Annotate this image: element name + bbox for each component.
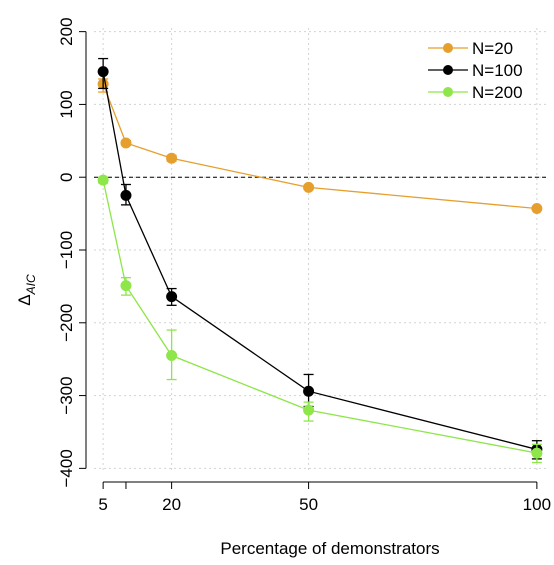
- data-point: [120, 137, 132, 149]
- axes: 5 20 50 100 −400 −300 −200 −100 0 100 200: [57, 17, 551, 514]
- legend-swatch-point: [443, 65, 453, 75]
- y-axis-label-group: ΔAIC: [15, 274, 38, 306]
- y-tick-label: 0: [57, 172, 76, 181]
- x-axis-label: Percentage of demonstrators: [220, 539, 439, 558]
- legend-swatch-point: [443, 43, 453, 53]
- data-point: [120, 280, 132, 292]
- y-axis-label-subscript: AIC: [24, 274, 38, 295]
- legend-item-3: N=200: [428, 83, 523, 102]
- data-point: [166, 350, 178, 362]
- plot-area: [94, 57, 546, 464]
- y-tick-label: −100: [57, 231, 76, 269]
- legend-item-2: N=100: [428, 61, 523, 80]
- series-2: [97, 57, 543, 460]
- y-axis-label: ΔAIC: [15, 274, 38, 306]
- legend-item-1: N=20: [428, 39, 513, 58]
- series-line: [102, 179, 537, 454]
- series-3: [97, 174, 543, 464]
- legend-swatch-point: [443, 87, 453, 97]
- y-tick-label: 100: [57, 90, 76, 118]
- x-tick-label: 50: [299, 495, 318, 514]
- data-point: [303, 404, 315, 416]
- x-tick-label: 5: [98, 495, 107, 514]
- y-tick-label: −200: [57, 304, 76, 342]
- legend-label: N=200: [472, 83, 523, 102]
- x-tick-label: 20: [162, 495, 181, 514]
- series-line: [102, 83, 537, 210]
- legend: N=20 N=100 N=200: [428, 39, 523, 102]
- data-point: [531, 447, 543, 459]
- series-line: [102, 71, 538, 451]
- data-point: [166, 291, 178, 303]
- y-tick-label: −300: [57, 376, 76, 414]
- data-point: [120, 189, 132, 201]
- series-1: [97, 78, 543, 215]
- legend-label: N=20: [472, 39, 513, 58]
- y-axis-label-main: Δ: [15, 294, 34, 305]
- data-point: [97, 174, 109, 186]
- y-tick-label: −400: [57, 449, 76, 487]
- data-point: [303, 385, 315, 397]
- data-point: [166, 152, 178, 164]
- y-tick-label: 200: [57, 17, 76, 45]
- legend-label: N=100: [472, 61, 523, 80]
- data-point: [303, 181, 315, 193]
- grid: [94, 28, 546, 472]
- x-tick-label: 100: [523, 495, 551, 514]
- data-point: [97, 66, 109, 78]
- data-point: [531, 203, 543, 215]
